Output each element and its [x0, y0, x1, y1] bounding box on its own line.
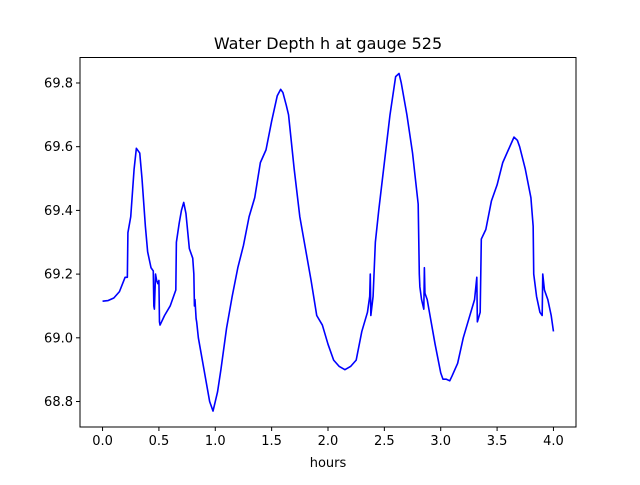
x-tick-label: 2.5 [374, 434, 395, 449]
y-tick-label: 69.0 [44, 331, 73, 346]
x-tick-label: 3.0 [430, 434, 451, 449]
x-axis-label: hours [310, 456, 347, 471]
x-tick-label: 0.0 [92, 434, 113, 449]
y-tick-label: 69.6 [44, 140, 73, 155]
y-axis-ticks: 68.8 69.0 69.2 69.4 69.6 69.8 [44, 76, 80, 410]
x-tick-label: 3.5 [487, 434, 508, 449]
x-axis-ticks: 0.0 0.5 1.0 1.5 2.0 2.5 3.0 3.5 4.0 [92, 427, 564, 449]
x-tick-label: 4.0 [543, 434, 564, 449]
x-tick-label: 2.0 [318, 434, 339, 449]
y-tick-label: 68.8 [44, 395, 73, 410]
y-tick-label: 69.2 [44, 268, 73, 283]
y-tick-label: 69.8 [44, 76, 73, 91]
series-line [102, 72, 555, 412]
x-tick-label: 0.5 [149, 434, 170, 449]
plot-frame [79, 57, 577, 428]
chart-title: Water Depth h at gauge 525 [214, 34, 442, 53]
x-tick-label: 1.0 [205, 434, 226, 449]
y-tick-label: 69.4 [44, 204, 73, 219]
x-tick-label: 1.5 [261, 434, 282, 449]
